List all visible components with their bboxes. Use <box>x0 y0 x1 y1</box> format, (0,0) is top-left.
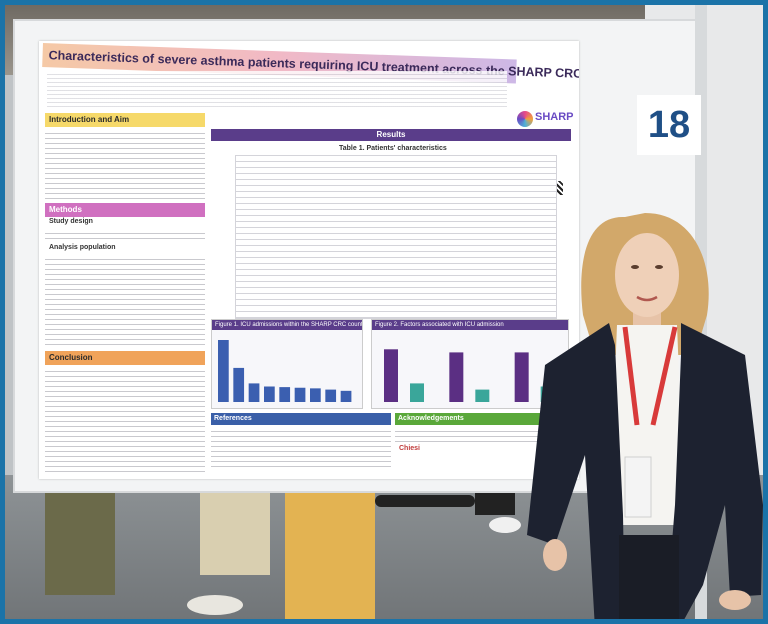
section-results: Results <box>211 129 571 141</box>
fig1-bar <box>233 367 245 402</box>
figure-1: Figure 1. ICU admissions within the SHAR… <box>211 319 363 409</box>
section-conclusion: Conclusion <box>45 351 205 365</box>
study-design-text <box>45 229 205 239</box>
section-references: References <box>211 413 391 425</box>
section-introduction: Introduction and Aim <box>45 113 205 127</box>
introduction-text <box>45 129 205 199</box>
section-methods: Methods <box>45 203 205 217</box>
figure-1-chart <box>218 340 352 402</box>
booth-number: 18 <box>637 95 701 155</box>
figure-2-title: Figure 2. Factors associated with ICU ad… <box>372 320 568 330</box>
fig1-bar <box>264 386 275 402</box>
fig1-bar <box>279 387 291 402</box>
sharp-logo-text: SHARP <box>535 111 574 123</box>
study-design-heading: Study design <box>49 218 93 225</box>
figure-1-title: Figure 1. ICU admissions within the SHAR… <box>212 320 362 330</box>
analysis-population-text <box>45 255 205 347</box>
conference-scene: Characteristics of severe asthma patient… <box>5 5 763 619</box>
acknowledgements-box: Acknowledgements <box>395 413 571 471</box>
poster-authors <box>47 71 507 109</box>
fig1-bar <box>340 390 352 402</box>
fig2-bar <box>410 383 424 402</box>
fig1-bar <box>218 340 229 402</box>
fig2-bar <box>514 352 529 402</box>
references-text <box>211 427 391 467</box>
fig2-bar <box>475 389 490 402</box>
characteristics-table <box>235 155 557 319</box>
table-title: Table 1. Patients' characteristics <box>339 145 447 152</box>
fig1-bar <box>325 389 337 402</box>
fig1-bar <box>310 388 321 402</box>
background-people <box>45 475 521 619</box>
analysis-population-heading: Analysis population <box>49 244 116 251</box>
fig2-bar <box>384 349 398 402</box>
fig1-bar <box>248 383 260 402</box>
figures: Figure 1. ICU admissions within the SHAR… <box>211 319 571 409</box>
conclusion-text <box>45 367 205 473</box>
poster: Characteristics of severe asthma patient… <box>39 41 579 479</box>
presenter <box>527 213 763 619</box>
figure-2-chart <box>384 349 555 402</box>
section-acknowledgements: Acknowledgements <box>395 413 571 425</box>
figure-2: Figure 2. Factors associated with ICU ad… <box>371 319 569 409</box>
acknowledgements-text <box>395 427 571 443</box>
sponsor-logo: Chiesi <box>399 445 421 452</box>
sharp-logo-icon <box>517 111 533 127</box>
sharp-logo: SHARP <box>517 103 577 173</box>
fig2-bar <box>449 352 464 402</box>
poster-left-column: Introduction and Aim Methods Study desig… <box>45 113 205 473</box>
references-box: References <box>211 413 391 471</box>
fig1-bar <box>294 387 306 402</box>
